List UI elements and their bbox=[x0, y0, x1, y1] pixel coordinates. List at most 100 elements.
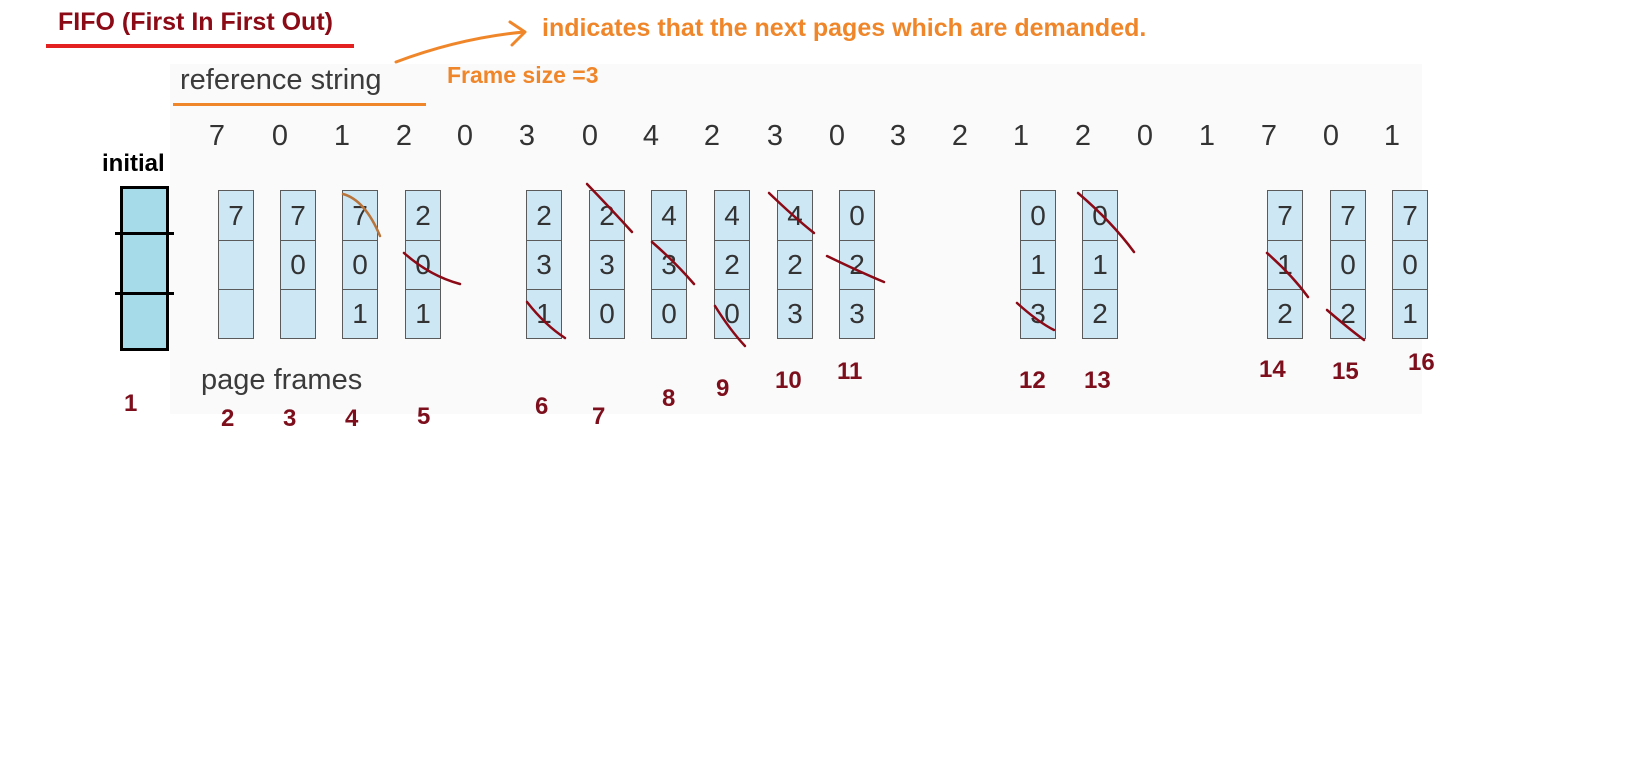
frame-cell: 4 bbox=[724, 199, 740, 231]
frame-cell: 0 bbox=[406, 240, 440, 289]
reference-value: 0 bbox=[1136, 120, 1154, 152]
reference-value: 1 bbox=[1012, 120, 1030, 152]
strike-mark-icon bbox=[525, 300, 567, 340]
frame-cell: 3 bbox=[527, 240, 561, 289]
strike-mark-icon bbox=[767, 191, 816, 235]
page-frames-label: page frames bbox=[201, 364, 363, 396]
frame-cell: 4 bbox=[787, 199, 803, 231]
reference-value: 2 bbox=[951, 120, 969, 152]
step-number: 8 bbox=[662, 385, 676, 412]
step-number: 5 bbox=[417, 403, 431, 430]
strike-mark-icon bbox=[1265, 251, 1310, 299]
step-number: 15 bbox=[1332, 358, 1359, 385]
frame-cell: 3 bbox=[590, 240, 624, 289]
step-number: 2 bbox=[221, 405, 235, 432]
frame-cell: 1 bbox=[406, 289, 440, 338]
reference-value: 2 bbox=[395, 120, 413, 152]
frame-cell: 2 bbox=[599, 199, 615, 231]
frame-cell: 0 bbox=[849, 199, 865, 231]
step-number: 6 bbox=[535, 393, 549, 420]
frame-size-label: Frame size =3 bbox=[447, 62, 599, 88]
reference-value: 1 bbox=[1383, 120, 1401, 152]
frame-cell bbox=[219, 289, 253, 338]
reference-value: 0 bbox=[828, 120, 846, 152]
frame-cell bbox=[281, 289, 315, 338]
reference-value: 3 bbox=[766, 120, 784, 152]
step-number: 9 bbox=[716, 375, 730, 402]
frame-cell: 0 bbox=[1331, 240, 1365, 289]
frame-cell: 1 bbox=[1393, 289, 1427, 338]
strike-mark-icon bbox=[713, 304, 747, 348]
frame-cell: 1 bbox=[527, 289, 561, 338]
frame-cell: 0 bbox=[1030, 199, 1046, 231]
frame-cell: 7 bbox=[228, 199, 244, 231]
arrow-icon bbox=[394, 30, 526, 64]
page-title: FIFO (First In First Out) bbox=[58, 8, 333, 36]
frame-cell: 0 bbox=[1393, 240, 1427, 289]
step-number: 3 bbox=[283, 405, 297, 432]
frame-cell: 2 bbox=[536, 199, 552, 231]
frame-cell: 1 bbox=[1268, 240, 1302, 289]
step-number: 12 bbox=[1019, 367, 1046, 394]
reference-underline bbox=[173, 103, 426, 106]
strike-mark-icon bbox=[1015, 301, 1056, 332]
reference-value: 0 bbox=[271, 120, 289, 152]
frame-cell: 4 bbox=[661, 199, 677, 231]
strike-mark-icon bbox=[650, 240, 696, 286]
step-number: 4 bbox=[345, 405, 359, 432]
frame-cell: 0 bbox=[715, 289, 749, 338]
frame-cell: 2 bbox=[1268, 289, 1302, 338]
reference-value: 1 bbox=[1198, 120, 1216, 152]
strike-mark-icon bbox=[825, 254, 886, 284]
frame-cell: 3 bbox=[840, 289, 874, 338]
arrow-head-icon bbox=[508, 20, 527, 47]
strike-mark-icon bbox=[1076, 191, 1136, 254]
step-number: 1 bbox=[124, 390, 138, 417]
strike-mark-icon bbox=[1325, 308, 1366, 342]
step-number: 7 bbox=[592, 403, 606, 430]
frame-cell: 0 bbox=[652, 289, 686, 338]
frame-cell: 7 bbox=[1277, 199, 1293, 231]
frame-cell: 0 bbox=[1092, 199, 1108, 231]
frame-cell: 2 bbox=[1331, 289, 1365, 338]
frame-cell: 1 bbox=[1021, 240, 1055, 289]
frame-cell: 0 bbox=[281, 240, 315, 289]
frame-cell: 1 bbox=[1083, 240, 1117, 289]
reference-value: 3 bbox=[889, 120, 907, 152]
frame-cell: 7 bbox=[1340, 199, 1356, 231]
initial-divider bbox=[115, 232, 174, 235]
reference-value: 1 bbox=[333, 120, 351, 152]
initial-divider bbox=[115, 292, 174, 295]
frame-cell: 0 bbox=[590, 289, 624, 338]
page-frame-column: 7 bbox=[218, 190, 254, 339]
strike-mark-icon bbox=[341, 192, 382, 238]
step-number: 16 bbox=[1408, 349, 1435, 376]
reference-value: 0 bbox=[581, 120, 599, 152]
frame-cell: 7 bbox=[290, 199, 306, 231]
reference-value: 7 bbox=[1260, 120, 1278, 152]
reference-value: 2 bbox=[703, 120, 721, 152]
step-number: 14 bbox=[1259, 356, 1286, 383]
frame-cell: 3 bbox=[778, 289, 812, 338]
frame-cell: 7 bbox=[1402, 199, 1418, 231]
step-number: 13 bbox=[1084, 367, 1111, 394]
reference-value: 2 bbox=[1074, 120, 1092, 152]
initial-label: initial bbox=[102, 150, 165, 177]
title-underline bbox=[46, 44, 354, 48]
frame-cell: 2 bbox=[778, 240, 812, 289]
reference-value: 0 bbox=[456, 120, 474, 152]
frame-cell: 1 bbox=[343, 289, 377, 338]
step-number: 10 bbox=[775, 367, 802, 394]
